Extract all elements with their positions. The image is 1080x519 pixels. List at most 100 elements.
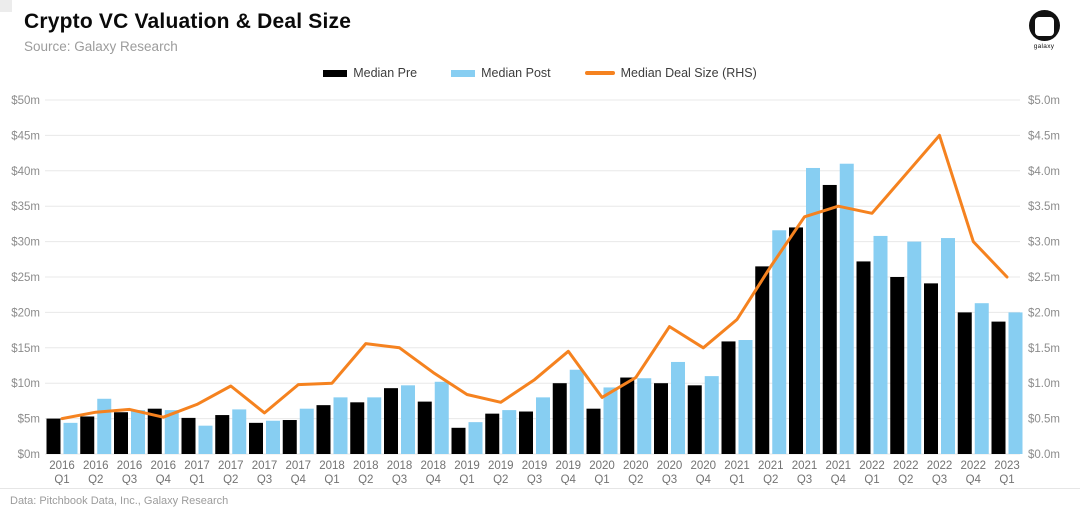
x-axis-label: 2020 Q3 <box>657 460 683 485</box>
bar-median-pre <box>80 416 95 454</box>
x-axis-label: 2018 Q4 <box>420 460 446 485</box>
bar-median-pre <box>924 283 938 454</box>
x-axis-label: 2019 Q1 <box>454 460 480 485</box>
bar-median-pre <box>316 405 331 454</box>
left-axis-tick: $30m <box>11 237 40 249</box>
x-axis-label: 2020 Q1 <box>589 460 615 485</box>
bar-median-post <box>333 397 348 454</box>
x-axis-label: 2022 Q4 <box>960 460 986 485</box>
right-axis-tick: $2.5m <box>1028 272 1060 284</box>
legend-item-median-pre: Median Pre <box>323 66 417 80</box>
bar-median-post <box>299 408 314 454</box>
left-axis-tick: $5m <box>18 414 40 426</box>
right-axis-tick: $0.5m <box>1028 414 1060 426</box>
bar-median-post <box>637 378 652 454</box>
galaxy-logo: galaxy <box>1022 10 1066 50</box>
right-axis-tick: $4.5m <box>1028 130 1060 142</box>
x-axis-label: 2019 Q3 <box>522 460 548 485</box>
left-axis-tick: $20m <box>11 307 40 319</box>
left-axis-tick: $25m <box>11 272 40 284</box>
bar-median-pre <box>687 385 702 454</box>
bar-median-post <box>367 397 382 454</box>
bar-median-post <box>704 376 719 454</box>
bar-median-pre <box>620 377 635 454</box>
left-axis-tick: $45m <box>11 130 40 142</box>
x-axis-label: 2019 Q4 <box>555 460 581 485</box>
bar-median-pre <box>856 261 871 454</box>
bar-median-pre <box>957 312 972 454</box>
x-axis-label: 2017 Q1 <box>184 460 210 485</box>
corner-artifact <box>0 0 12 12</box>
bar-median-post <box>401 385 415 454</box>
bar-median-post <box>772 230 787 454</box>
left-axis-tick: $10m <box>11 378 40 390</box>
bar-median-post <box>873 235 888 454</box>
x-axis-label: 2023 Q1 <box>994 460 1020 485</box>
x-axis-label: 2016 Q3 <box>117 460 143 485</box>
bar-median-post <box>97 398 112 454</box>
bar-median-post <box>569 369 584 454</box>
bar-median-post <box>266 420 280 454</box>
bar-median-pre <box>417 401 432 454</box>
bar-median-pre <box>552 383 567 454</box>
bar-median-post <box>131 410 145 454</box>
bar-median-pre <box>282 420 297 454</box>
bar-median-post <box>941 238 955 454</box>
right-axis-tick: $3.0m <box>1028 237 1060 249</box>
x-axis-label: 2021 Q1 <box>724 460 750 485</box>
bar-median-pre <box>147 408 162 454</box>
bar-median-post <box>1008 312 1023 454</box>
bar-median-post <box>738 340 753 454</box>
bar-median-pre <box>755 266 770 454</box>
bar-median-post <box>232 409 247 454</box>
right-axis-tick: $3.5m <box>1028 201 1060 213</box>
bar-median-post <box>671 361 685 454</box>
right-axis-tick: $4.0m <box>1028 166 1060 178</box>
x-axis-label: 2019 Q2 <box>488 460 514 485</box>
source-subtitle: Source: Galaxy Research <box>24 39 178 54</box>
galaxy-logo-text: galaxy <box>1033 43 1055 50</box>
legend-label: Median Pre <box>353 66 418 80</box>
bar-median-post <box>502 410 517 454</box>
bar-median-pre <box>519 411 533 454</box>
left-axis-tick: $15m <box>11 343 40 355</box>
x-axis-label: 2017 Q4 <box>285 460 311 485</box>
left-axis-tick: $0m <box>18 449 40 461</box>
bar-median-pre <box>822 184 837 454</box>
x-axis-label: 2018 Q2 <box>353 460 379 485</box>
bar-median-pre <box>654 383 668 454</box>
legend-item-median-post: Median Post <box>451 66 551 80</box>
bar-median-post <box>63 422 78 454</box>
legend-bar-swatch <box>451 69 476 77</box>
left-axis-tick: $35m <box>11 201 40 213</box>
x-axis-label: 2016 Q1 <box>49 460 75 485</box>
bar-median-post <box>164 410 179 454</box>
legend-item-median-deal-size-rhs: Median Deal Size (RHS) <box>584 66 757 80</box>
left-axis-tick: $50m <box>11 95 40 107</box>
bar-median-pre <box>721 341 736 454</box>
deal-size-line <box>60 133 1009 421</box>
legend-label: Median Post <box>481 66 551 80</box>
bar-median-pre <box>991 321 1006 454</box>
bar-median-pre <box>485 413 500 454</box>
bar-median-post <box>839 163 854 454</box>
x-axis-label: 2021 Q3 <box>792 460 818 485</box>
right-axis-tick: $0.0m <box>1028 449 1060 461</box>
x-axis-label: 2020 Q2 <box>623 460 649 485</box>
footer: Data: Pitchbook Data, Inc., Galaxy Resea… <box>0 488 1080 507</box>
bar-median-post <box>907 241 922 454</box>
left-axis-tick: $40m <box>11 166 40 178</box>
right-axis-tick: $2.0m <box>1028 307 1060 319</box>
x-axis-label: 2022 Q1 <box>859 460 885 485</box>
bar-median-post <box>536 397 550 454</box>
right-axis-tick: $1.0m <box>1028 378 1060 390</box>
bar-median-pre <box>46 418 61 454</box>
legend-line-swatch <box>584 71 615 75</box>
chart-area: $0m $0.0m $5m $0.5m $10m $1.0m $15m $1.5m $20m $2… <box>0 85 1080 486</box>
x-axis-label: 2017 Q2 <box>218 460 244 485</box>
bar-median-pre <box>249 422 263 454</box>
chart-svg: $0m $0.0m $5m $0.5m $10m $1.0m $15m $1.5m $20m $2… <box>11 95 1060 486</box>
x-axis-label: 2022 Q3 <box>927 460 953 485</box>
x-axis-label: 2018 Q3 <box>387 460 413 485</box>
